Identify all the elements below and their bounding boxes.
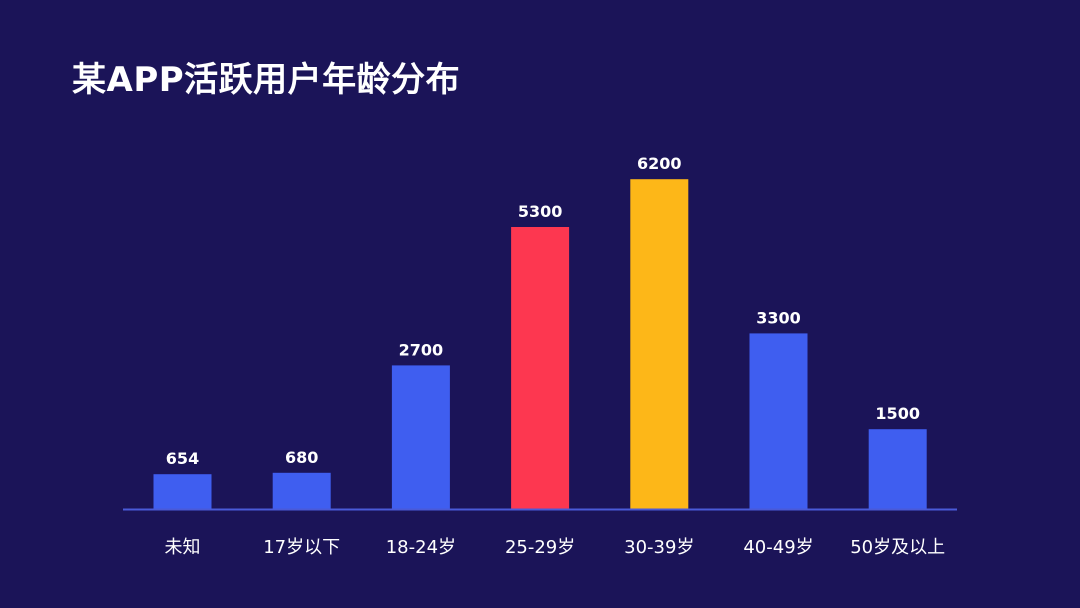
bar-value-label: 6200: [637, 154, 682, 173]
value-labels-group: 654 680 2700 5300 6200 3300 1500: [166, 154, 920, 468]
bar-7: [868, 429, 927, 509]
bar-6: [749, 333, 808, 509]
bar-4: [511, 227, 570, 509]
category-label: 18-24岁: [386, 537, 456, 558]
bar-1: [153, 474, 212, 509]
bar-value-label: 1500: [875, 404, 920, 423]
bar-5: [630, 179, 689, 509]
category-label: 40-49岁: [743, 537, 813, 558]
bar-value-label: 680: [285, 448, 318, 467]
bar-value-label: 3300: [756, 308, 801, 327]
category-labels-group: 未知 17岁以下 18-24岁 25-29岁 30-39岁 40-49岁 50岁及以上: [165, 537, 946, 558]
bar-3: [391, 365, 450, 509]
category-label: 50岁及以上: [850, 537, 945, 558]
category-label: 30-39岁: [624, 537, 694, 558]
category-label: 未知: [165, 537, 201, 558]
bar-value-label: 5300: [518, 202, 563, 221]
bars-group: [153, 179, 927, 509]
bar-value-label: 2700: [399, 340, 444, 359]
category-label: 25-29岁: [505, 537, 575, 558]
bar-2: [272, 472, 331, 509]
chart-title: 某APP活跃用户年龄分布: [72, 60, 461, 100]
category-label: 17岁以下: [263, 537, 340, 558]
bar-value-label: 654: [166, 449, 199, 468]
